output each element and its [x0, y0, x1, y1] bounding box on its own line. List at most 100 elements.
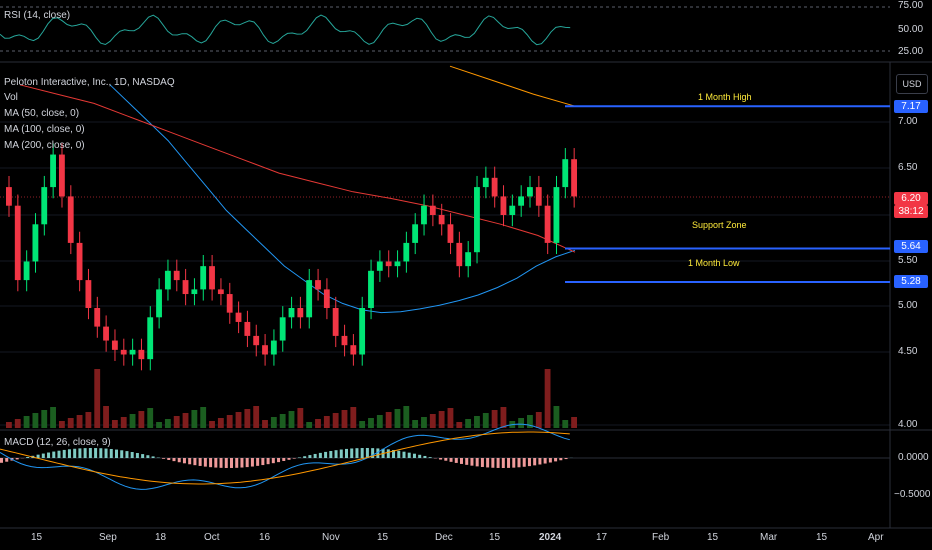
- volume-bar: [288, 411, 295, 428]
- macd-hist-bar: [329, 450, 333, 458]
- volume-bar: [85, 412, 92, 428]
- macd-hist-bar: [261, 458, 265, 466]
- macd-hist-bar: [135, 453, 139, 458]
- candle-body: [438, 215, 445, 225]
- volume-bar: [447, 408, 454, 428]
- macd-hist-bar: [365, 448, 369, 458]
- candles: [6, 143, 577, 371]
- macd-hist-bar: [454, 458, 458, 463]
- price-tick-5.00: 5.00: [898, 300, 918, 311]
- volume-bar: [58, 421, 65, 428]
- volume-bar: [518, 418, 525, 428]
- macd-hist-bar: [146, 455, 150, 458]
- volume-bar: [120, 417, 127, 428]
- macd-hist-bar: [439, 458, 443, 460]
- ma100-line: [19, 84, 576, 253]
- candle-body: [14, 205, 21, 281]
- candle-body: [527, 187, 533, 197]
- macd-hist-bar: [564, 458, 568, 460]
- volume-bar: [385, 412, 392, 428]
- volume-bar: [182, 413, 189, 428]
- candle-body: [359, 308, 366, 355]
- annotation-month-low: 1 Month Low: [688, 258, 740, 268]
- rsi-pane: [0, 6, 932, 63]
- volume-bar: [571, 417, 577, 428]
- candle-body: [447, 224, 454, 243]
- volume-bar: [306, 422, 313, 428]
- candle-body: [535, 187, 542, 206]
- macd-hist-bar: [418, 454, 422, 458]
- volume-bar: [527, 415, 533, 428]
- candle-body: [120, 349, 127, 355]
- macd-hist-bar: [151, 456, 155, 458]
- volume-bar: [41, 410, 48, 428]
- candle-body: [421, 205, 427, 225]
- volume-bar: [350, 407, 357, 428]
- macd-hist-bar: [517, 458, 521, 468]
- x-label-2024: 2024: [539, 532, 562, 543]
- macd-hist-bar: [376, 448, 380, 458]
- volume-bar: [191, 410, 198, 428]
- candle-body: [288, 308, 295, 318]
- candle-body: [491, 177, 498, 197]
- indicator-ma50[interactable]: MA (50, close, 0): [4, 108, 80, 119]
- candle-body: [85, 280, 92, 308]
- volume-bar: [129, 414, 136, 428]
- x-label-mar: Mar: [760, 532, 778, 543]
- candle-body: [164, 270, 171, 290]
- volume-bar: [429, 414, 436, 428]
- price-tick-4.00: 4.00: [898, 419, 918, 430]
- macd-hist-bar: [73, 448, 77, 458]
- macd-hist-bar: [41, 453, 45, 458]
- grid-lines: [0, 62, 932, 529]
- volume-bar: [368, 418, 374, 428]
- candle-body: [482, 177, 489, 188]
- rsi-tick-75: 75.00: [898, 0, 924, 11]
- candle-body: [394, 261, 401, 267]
- indicator-ma200[interactable]: MA (200, close, 0): [4, 140, 85, 151]
- macd-hist-bar: [52, 451, 56, 458]
- macd-hist-bar: [360, 448, 364, 458]
- volume-bar: [456, 422, 463, 428]
- macd-hist-bar: [496, 458, 500, 468]
- x-label-15c: 15: [489, 532, 501, 543]
- signal-line: [0, 431, 570, 485]
- macd-hist-bar: [303, 456, 307, 458]
- candle-body: [156, 289, 162, 318]
- indicator-vol[interactable]: Vol: [4, 92, 18, 103]
- macd-hist-bar: [219, 458, 223, 468]
- macd-hist-bar: [99, 448, 103, 458]
- indicator-ma100[interactable]: MA (100, close, 0): [4, 124, 85, 135]
- macd-hist-bar: [313, 453, 317, 458]
- volume-bar: [76, 415, 83, 428]
- macd-hist-bar: [397, 450, 401, 458]
- macd-hist-bar: [350, 448, 354, 458]
- candle-body: [41, 187, 48, 225]
- x-label-apr: Apr: [868, 532, 884, 543]
- candle-body: [270, 340, 277, 355]
- candle-body: [94, 308, 101, 327]
- tag-month-low: 5.28: [894, 275, 928, 288]
- macd-hist-bar: [94, 448, 98, 458]
- macd-hist-bar: [460, 458, 463, 464]
- price-tick-7.00: 7.00: [898, 116, 918, 127]
- macd-hist-bar: [141, 454, 145, 458]
- volume-bar: [262, 420, 268, 428]
- x-label-15b: 15: [377, 532, 389, 543]
- candle-body: [111, 340, 118, 350]
- price-tick-5.50: 5.50: [898, 255, 918, 266]
- macd-hist-bar: [26, 457, 30, 458]
- volume-bar: [217, 418, 224, 428]
- candle-body: [279, 317, 286, 341]
- symbol-title[interactable]: Peloton Interactive, Inc., 1D, NASDAQ: [4, 77, 175, 88]
- macd-hist-bar: [512, 458, 516, 468]
- currency-button[interactable]: USD: [896, 74, 928, 94]
- candle-body: [200, 266, 207, 290]
- macd-hist-bar: [209, 458, 213, 468]
- volume-bar: [147, 408, 154, 428]
- macd-hist-bar: [428, 457, 432, 458]
- macd-hist-bar: [57, 450, 61, 458]
- macd-hist-bar: [109, 448, 113, 458]
- price-tick-6.50: 6.50: [898, 162, 918, 173]
